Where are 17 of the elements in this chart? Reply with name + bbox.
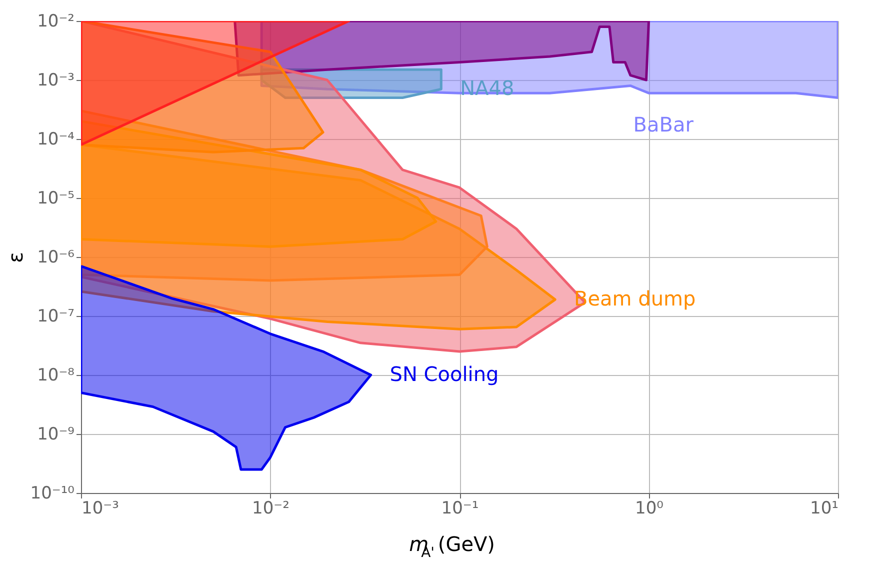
- series-label: SN Cooling: [390, 362, 499, 386]
- x-tick-label: 10⁻²: [252, 498, 290, 518]
- y-tick-label: 10⁻¹⁰: [30, 484, 75, 504]
- y-tick-label: 10⁻⁵: [37, 188, 74, 208]
- x-tick-label: 10¹: [810, 498, 838, 518]
- y-tick-label: 10⁻³: [37, 70, 74, 90]
- x-tick-label: 10⁰: [635, 498, 664, 518]
- x-tick-label: 10⁻¹: [441, 498, 479, 518]
- y-tick-label: 10⁻⁴: [37, 130, 75, 150]
- y-tick-label: 10⁻⁸: [37, 366, 75, 386]
- y-tick-label: 10⁻²: [37, 12, 74, 32]
- y-tick-label: 10⁻⁶: [37, 248, 75, 268]
- series-label: BaBar: [633, 112, 694, 136]
- x-tick-label: 10⁻³: [82, 498, 119, 518]
- y-tick-label: 10⁻⁷: [37, 306, 75, 326]
- y-tick-label: 10⁻⁹: [37, 424, 75, 444]
- y-axis-title: ε: [3, 252, 28, 263]
